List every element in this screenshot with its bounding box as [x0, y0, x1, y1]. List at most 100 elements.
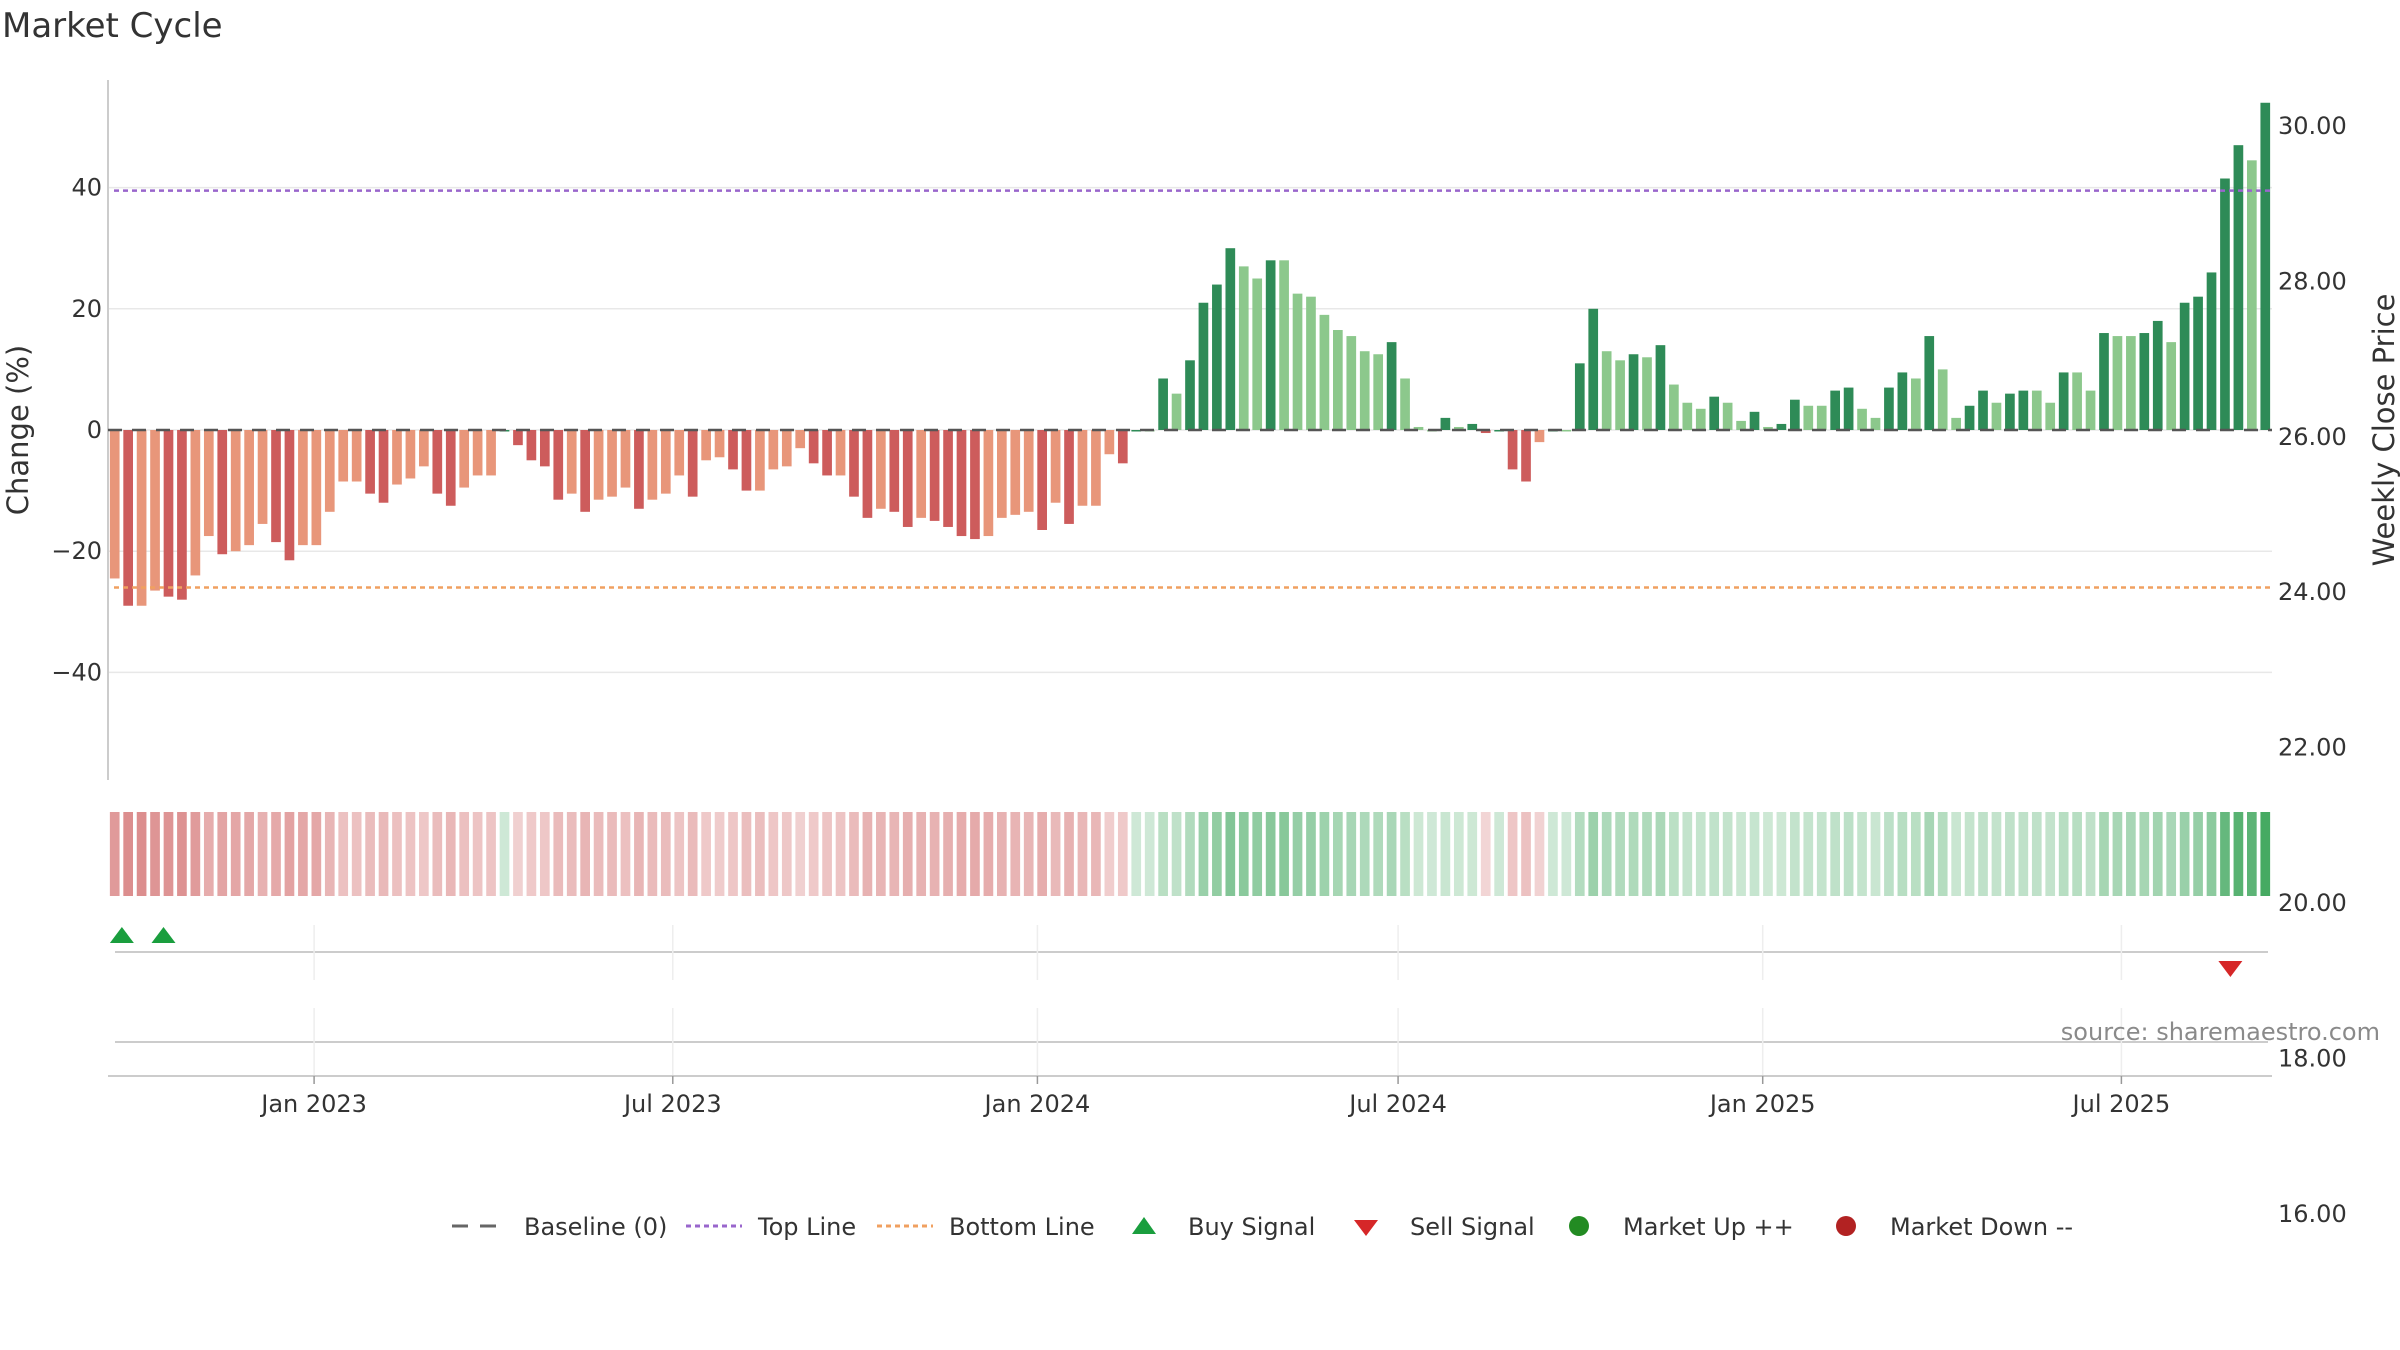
- heat-cell: [674, 812, 685, 896]
- bar: [1628, 354, 1639, 430]
- heat-cell: [190, 812, 201, 896]
- bar: [1386, 342, 1397, 430]
- bar: [1682, 402, 1693, 430]
- heat-cell: [351, 812, 362, 896]
- x-tick-label: Jan 2023: [259, 1090, 367, 1118]
- bar: [1790, 399, 1800, 430]
- heat-cell: [2085, 812, 2096, 896]
- bar: [1749, 411, 1760, 430]
- bar: [1669, 384, 1679, 430]
- heat-cell: [2005, 812, 2015, 896]
- heat-cell: [1548, 812, 1558, 896]
- bar: [929, 430, 940, 521]
- heat-cell: [217, 812, 228, 896]
- heat-cell: [1924, 812, 1935, 896]
- bar: [2126, 336, 2136, 430]
- legend-label: Market Up ++: [1623, 1213, 1794, 1241]
- heat-cell: [432, 812, 443, 896]
- heat-cell: [2260, 812, 2271, 896]
- heat-cell: [2045, 812, 2056, 896]
- bar: [593, 430, 604, 500]
- y2-tick-label: 16.00: [2278, 1200, 2347, 1228]
- heat-cell: [230, 812, 241, 896]
- y-tick-label: 0: [87, 416, 102, 444]
- bar: [1400, 378, 1410, 430]
- bar: [902, 430, 913, 527]
- heat-cell: [1910, 812, 1921, 896]
- bar: [1292, 293, 1303, 430]
- bar: [795, 430, 806, 449]
- bar: [1816, 405, 1827, 430]
- bar: [2072, 372, 2082, 430]
- heat-cell: [109, 812, 120, 896]
- sell-signal-marker: [2218, 961, 2243, 977]
- bar: [1279, 260, 1289, 430]
- heat-cell: [1440, 812, 1451, 896]
- bar: [1225, 248, 1236, 430]
- legend-label: Sell Signal: [1410, 1213, 1535, 1241]
- bar: [1413, 426, 1424, 430]
- heat-cell: [929, 812, 940, 896]
- bar: [459, 430, 470, 488]
- bar: [1615, 360, 1625, 430]
- heat-cell: [1494, 812, 1504, 896]
- bar: [324, 430, 335, 512]
- legend-label: Bottom Line: [949, 1213, 1095, 1241]
- bar: [2139, 333, 2150, 430]
- x-tick-label: Jan 2025: [1708, 1090, 1816, 1118]
- bar: [2045, 402, 2056, 430]
- heat-cell: [271, 812, 281, 896]
- bar: [943, 430, 953, 527]
- heat-cell: [1091, 812, 1101, 896]
- heat-cell: [781, 812, 792, 896]
- heat-cell: [1386, 812, 1397, 896]
- bar: [1736, 420, 1746, 430]
- legend-item: Sell Signal: [1354, 1213, 1535, 1241]
- bar: [1507, 430, 1518, 470]
- bar: [996, 430, 1007, 518]
- heat-cell: [1763, 812, 1773, 896]
- bar: [1574, 363, 1585, 430]
- bar: [2247, 160, 2257, 430]
- legend: Baseline (0) Top Line Bottom Line Buy Signa…: [452, 1213, 2073, 1241]
- y-tick-label: 20: [71, 295, 102, 323]
- bar: [405, 430, 416, 479]
- heat-cell: [1198, 812, 1209, 896]
- heat-cell: [1225, 812, 1236, 896]
- bar: [1494, 430, 1504, 432]
- bar: [1709, 396, 1720, 430]
- legend-item: Market Down --: [1836, 1213, 2073, 1241]
- heat-cell: [996, 812, 1007, 896]
- heat-cell: [2193, 812, 2203, 896]
- bars: [109, 102, 2271, 606]
- reference-lines: [108, 189, 2272, 589]
- bar: [1131, 430, 1142, 432]
- y2-tick-label: 30.00: [2278, 112, 2347, 140]
- bar: [1359, 351, 1370, 430]
- heat-cell: [1077, 812, 1088, 896]
- heat-cell: [1158, 812, 1168, 896]
- bar: [2085, 390, 2096, 430]
- bar: [1843, 387, 1854, 430]
- heat-cell: [1897, 812, 1908, 896]
- heat-cell: [835, 812, 846, 896]
- bar: [365, 430, 375, 494]
- bar: [1333, 330, 1343, 430]
- bar: [2005, 393, 2015, 430]
- bar: [1104, 430, 1115, 455]
- heat-cell: [1534, 812, 1545, 896]
- bar: [136, 430, 147, 606]
- bar: [432, 430, 443, 494]
- heat-cell: [620, 812, 631, 896]
- heat-cell: [392, 812, 402, 896]
- heat-cell: [2179, 812, 2190, 896]
- legend-item: Baseline (0): [452, 1213, 667, 1241]
- heat-cell: [2152, 812, 2163, 896]
- bar: [1655, 345, 1666, 430]
- heat-cell: [1951, 812, 1961, 896]
- heat-cell: [324, 812, 335, 896]
- bar: [203, 430, 214, 537]
- heat-cell: [1292, 812, 1303, 896]
- y2-axis-title: Weekly Close Price: [2367, 294, 2400, 567]
- heat-cell: [1884, 812, 1894, 896]
